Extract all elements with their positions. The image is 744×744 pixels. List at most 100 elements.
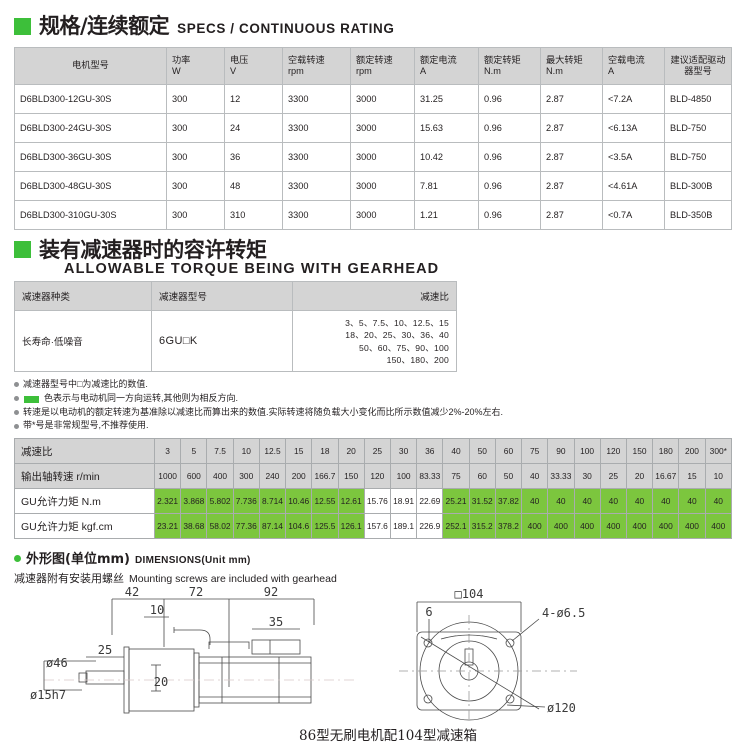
dim-label-25: 25 xyxy=(98,643,112,657)
torque-cell: 5.802 xyxy=(206,488,234,515)
specs-cell: 0.96 xyxy=(478,171,541,201)
torque-cell: 8.714 xyxy=(258,488,287,515)
specs-cell: D6BLD300-36GU-30S xyxy=(14,142,167,172)
torque-cell: 33.33 xyxy=(547,463,575,490)
specs-body: D6BLD300-12GU-30S 300 12 3300 3000 31.25 0.96 2… xyxy=(14,84,732,230)
gearhead-title-en: ALLOWABLE TORQUE BEING WITH GEARHEAD xyxy=(64,260,440,277)
note-text: 色表示与电动机同一方向运转,其他则为相反方向. xyxy=(44,392,239,403)
note-item: 减速器型号中□为减速比的数值. xyxy=(14,378,732,392)
torque-cell: 60 xyxy=(494,438,523,465)
specs-cell: 0.96 xyxy=(478,142,541,172)
torque-cell: 400 xyxy=(652,513,680,540)
specs-cell: 300 xyxy=(166,84,225,114)
torque-cell: 25 xyxy=(599,463,627,490)
specs-table: 电机型号 功率 W 电压 V 空载转速 rpm 额定转速 rpm 额定电流 A 额定转矩 N.m 最大转矩… xyxy=(14,47,732,230)
specs-cell: 0.96 xyxy=(478,84,541,114)
torque-cell: 10.46 xyxy=(285,488,313,515)
front-view-drawing: □104 6 4-ø6.5 ø120 xyxy=(399,587,585,723)
torque-cell: 83.33 xyxy=(416,463,444,490)
dim-label-d46: ø46 xyxy=(46,656,68,670)
specs-cell: <6.13A xyxy=(602,113,665,143)
specs-cell: 3000 xyxy=(350,84,415,114)
torque-cell: 300 xyxy=(232,463,260,490)
torque-cell: 189.1 xyxy=(389,513,418,540)
torque-cell: 20 xyxy=(625,463,654,490)
torque-cell: 166.7 xyxy=(311,463,339,490)
specs-cell: 24 xyxy=(224,113,283,143)
torque-cell: 40 xyxy=(678,488,706,515)
specs-cell: 0.96 xyxy=(478,113,541,143)
gearhead-col-spacer xyxy=(456,281,732,311)
dimensions-subtitle: 减速器附有安装用螺丝 Mounting screws are included … xyxy=(14,570,732,586)
table-row: D6BLD300-12GU-30S 300 12 3300 3000 31.25 0.96 2… xyxy=(14,84,732,114)
torque-cell: 30 xyxy=(573,463,601,490)
specs-cell: 36 xyxy=(224,142,283,172)
green-dot-marker-icon xyxy=(14,555,21,563)
torque-cell: 31.52 xyxy=(468,488,496,515)
note-text: 减速器型号中□为减速比的数值. xyxy=(23,378,148,389)
torque-cell: 400 xyxy=(678,513,706,540)
specs-cell: 1.21 xyxy=(414,200,479,230)
specs-cell: <4.61A xyxy=(602,171,665,201)
specs-col-header: 最大转矩 N.m xyxy=(540,47,603,85)
specs-cell: 2.87 xyxy=(540,171,603,201)
specs-cell: 7.81 xyxy=(414,171,479,201)
torque-cell: 40 xyxy=(704,488,733,515)
torque-cell: 100 xyxy=(573,438,601,465)
gearhead-ratio-values: 3、5、7.5、10、12.5、15 18、20、25、30、36、40 50、60… xyxy=(292,309,457,372)
specs-cell: 3300 xyxy=(282,142,351,172)
torque-cell: 3.868 xyxy=(180,488,208,515)
specs-cell: D6BLD300-24GU-30S xyxy=(14,113,167,143)
dim-label-35: 35 xyxy=(269,615,283,629)
torque-cell: 60 xyxy=(468,463,496,490)
torque-row-label: 减速比 xyxy=(14,438,155,465)
gearhead-section-header: 装有减速器时的容许转矩 ALLOWABLE TORQUE BEING WITH … xyxy=(14,239,732,277)
specs-cell: 300 xyxy=(166,171,225,201)
torque-cell: 50 xyxy=(468,438,496,465)
torque-cell: 40 xyxy=(652,488,680,515)
torque-cell: 90 xyxy=(547,438,575,465)
gearhead-col-model: 减速器型号 xyxy=(151,280,293,311)
dim-label-d15h7: ø15h7 xyxy=(30,688,66,702)
note-item: 色表示与电动机同一方向运转,其他则为相反方向. xyxy=(14,392,732,406)
specs-cell: 48 xyxy=(224,171,283,201)
torque-cell: 12.55 xyxy=(311,488,339,515)
specs-col-header: 额定转速 rpm xyxy=(350,47,415,85)
torque-row-label: GU允许力矩 N.m xyxy=(14,488,155,515)
mounting-note-cn: 减速器附有安装用螺丝 xyxy=(14,572,124,586)
torque-cell: 40 xyxy=(625,488,654,515)
torque-cell: 315.2 xyxy=(468,513,496,540)
specs-cell: D6BLD300-48GU-30S xyxy=(14,171,167,201)
specs-cell: BLD-750 xyxy=(664,142,732,172)
specs-col-header: 额定电流 A xyxy=(414,47,479,85)
bullet-dot-icon xyxy=(14,410,19,416)
drawing-caption: 86型无刷电机配104型减速箱 xyxy=(299,728,477,744)
gearhead-col-ratio: 减速比 xyxy=(292,280,457,311)
specs-cell: 2.87 xyxy=(540,84,603,114)
specs-col-header: 电机型号 xyxy=(14,47,167,85)
torque-cell: 36 xyxy=(416,438,444,465)
torque-table-row: 输出轴转速 r/min 1000 600 400 300 240 200 166.7 150 12… xyxy=(14,463,733,490)
gearhead-col-kind: 减速器种类 xyxy=(14,280,152,311)
dim-label-92: 92 xyxy=(264,587,278,599)
note-item: 带*号是非常规型号,不推荐使用. xyxy=(14,419,732,433)
specs-col-header: 建议适配驱动器型号 xyxy=(664,47,732,85)
mounting-note-en: Mounting screws are included with gearhe… xyxy=(129,573,337,586)
table-row: D6BLD300-310GU-30S 300 310 3300 3000 1.21 0.96… xyxy=(14,200,732,230)
torque-cell: 252.1 xyxy=(442,513,470,540)
specs-cell: 2.87 xyxy=(540,142,603,172)
specs-cell: 10.42 xyxy=(414,142,479,172)
torque-cell: 200 xyxy=(285,463,313,490)
torque-cell: 25 xyxy=(363,438,391,465)
torque-cell: 7.5 xyxy=(206,438,234,465)
green-bar-legend-icon xyxy=(24,396,39,404)
torque-cell: 15.76 xyxy=(363,488,391,515)
torque-cell: 180 xyxy=(652,438,680,465)
specs-col-header: 额定转矩 N.m xyxy=(478,47,541,85)
specs-cell: 300 xyxy=(166,142,225,172)
torque-cell: 25.21 xyxy=(442,488,470,515)
torque-cell: 75 xyxy=(521,438,549,465)
gearhead-row: 长寿命·低噪音 6GU□K 3、5、7.5、10、12.5、15 18、20、25… xyxy=(14,309,732,372)
torque-cell: 240 xyxy=(258,463,287,490)
torque-cell: 104.6 xyxy=(285,513,313,540)
